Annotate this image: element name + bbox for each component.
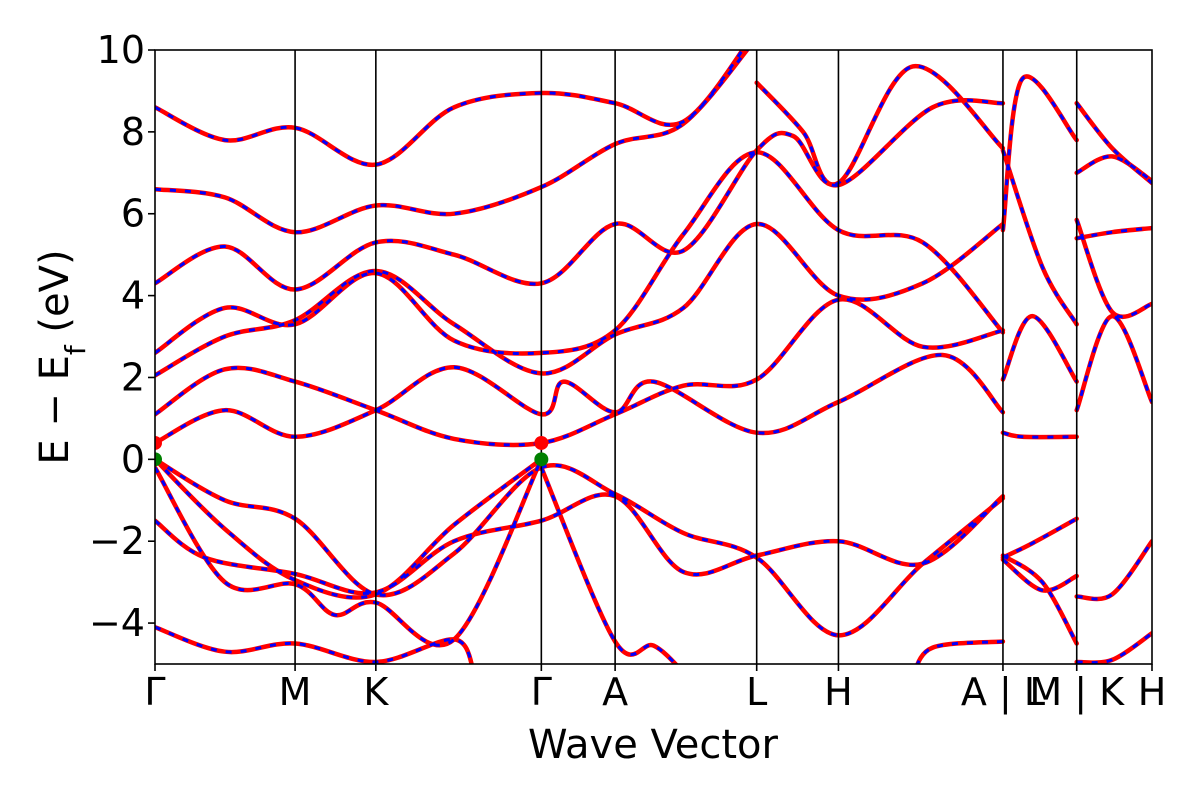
x-tick-label-6: H <box>824 670 853 714</box>
wannier-band-22 <box>1076 632 1152 664</box>
dft-band-1 <box>155 457 1006 638</box>
x-tick-label-5: L <box>746 670 767 714</box>
x-tick-label-8: M | K <box>1029 670 1125 715</box>
x-tick-label-3: Γ <box>531 670 552 714</box>
x-tick-label-0: Γ <box>144 670 165 714</box>
dft-band-0 <box>155 492 1006 596</box>
y-tick-label-4: 4 <box>121 274 145 318</box>
y-tick-label-0: −4 <box>89 601 145 645</box>
wannier-band-15 <box>1002 431 1077 439</box>
x-tick-label-4: A <box>602 670 628 714</box>
wannier-band-12 <box>915 640 1004 664</box>
wannier-band-10 <box>155 50 745 167</box>
wannier-band-5 <box>155 297 1004 447</box>
dft-band-6 <box>155 221 1006 378</box>
x-axis-ticks: Γ M K Γ A L H A | LM | K H <box>144 664 1166 715</box>
dft-band-5 <box>155 297 1006 448</box>
band-edge-marker-0 <box>155 435 162 450</box>
y-axis-label-unit: (eV) <box>32 249 78 345</box>
x-tick-label-9: H <box>1138 670 1167 714</box>
y-tick-label-6: 8 <box>121 110 145 154</box>
dft-band-14 <box>155 624 474 664</box>
y-axis-label-subscript: f <box>59 344 92 355</box>
dft-band-19 <box>1000 557 1079 593</box>
wannier-band-25 <box>1076 226 1152 240</box>
x-tick-label-1: M <box>279 670 312 714</box>
wannier-band-18 <box>1002 517 1078 559</box>
wannier-band-20 <box>1002 554 1079 645</box>
dft-band-24 <box>1074 313 1152 413</box>
dft-band-17 <box>1000 148 1079 327</box>
wannier-band-26 <box>1075 219 1152 319</box>
wannier-band-13 <box>539 466 678 664</box>
x-tick-label-7: A | L <box>961 670 1045 715</box>
plot-frame <box>154 49 1153 665</box>
high-symmetry-lines <box>294 50 1078 664</box>
dft-band-13 <box>539 465 679 664</box>
dft-band-27 <box>1074 154 1152 184</box>
x-tick-label-2: K <box>363 670 389 714</box>
wannier-band-19 <box>1001 558 1078 593</box>
y-axis-label: E − Ef (eV) <box>32 249 92 464</box>
band-edge-markers <box>155 435 549 467</box>
wannier-band-2 <box>155 458 543 599</box>
wannier-band-14 <box>155 625 474 664</box>
wannier-band-21 <box>1001 74 1078 231</box>
dft-band-21 <box>1000 74 1079 233</box>
y-tick-label-5: 6 <box>121 192 145 236</box>
x-axis-label: Wave Vector <box>528 722 779 768</box>
wannier-band-16 <box>1001 314 1078 383</box>
dft-band-9 <box>155 50 750 235</box>
wannier-band-7 <box>155 150 1005 356</box>
dft-band-23 <box>1074 538 1152 602</box>
y-axis-label-main: E − E <box>32 355 78 465</box>
y-axis-ticks: −4 −2 0 2 4 6 8 10 <box>89 28 155 645</box>
wannier-band-24 <box>1075 314 1152 411</box>
y-tick-label-3: 2 <box>121 355 145 399</box>
band-edge-marker-3 <box>534 452 549 467</box>
wannier-band-8 <box>155 64 1004 292</box>
wannier-band-3 <box>155 458 543 647</box>
dft-band-3 <box>155 457 544 648</box>
dft-band-28 <box>1074 100 1152 186</box>
y-tick-label-2: 0 <box>121 437 145 481</box>
wannier-band-0 <box>155 493 1004 595</box>
band-edge-marker-2 <box>534 435 549 450</box>
dft-band-18 <box>1000 516 1079 560</box>
y-tick-label-1: −2 <box>89 519 145 563</box>
wannier-band-27 <box>1075 154 1152 183</box>
dft-band-22 <box>1074 631 1152 664</box>
band-edge-marker-1 <box>155 452 162 467</box>
y-tick-label-7: 10 <box>97 28 145 72</box>
wannier-band-1 <box>155 458 1004 637</box>
wannier-band-17 <box>1001 149 1078 326</box>
dft-band-16 <box>1000 313 1079 384</box>
dft-band-8 <box>155 64 1006 292</box>
